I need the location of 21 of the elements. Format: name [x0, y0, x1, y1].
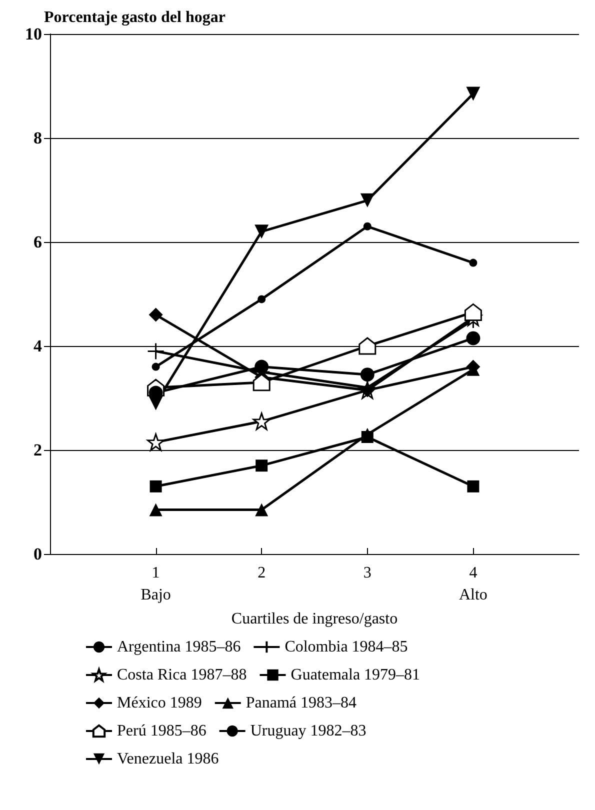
legend-label: Colombia 1984–85	[284, 638, 408, 656]
y-axis-title: Porcentaje gasto del hogar	[44, 9, 226, 26]
x-tick-label: 3	[363, 564, 372, 582]
y-tick-label: 2	[34, 440, 42, 460]
x-tick-label: 2	[258, 564, 266, 582]
y-tick-label: 10	[25, 24, 42, 44]
legend-label: Guatemala 1979–81	[290, 666, 420, 684]
legend-label: Argentina 1985–86	[117, 638, 241, 656]
legend-label: Uruguay 1982–83	[250, 722, 366, 740]
legend-label: Venezuela 1986	[117, 750, 219, 768]
legend-label: México 1989	[117, 694, 202, 712]
legend-label: Panamá 1983–84	[246, 694, 357, 712]
y-tick-label: 4	[34, 336, 42, 356]
legend-label: Perú 1985–86	[117, 722, 206, 740]
x-tick-label: 1 Bajo	[140, 564, 171, 604]
legend-label: Costa Rica 1987–88	[117, 666, 247, 684]
x-tick-label: 4 Alto	[458, 564, 488, 604]
y-tick-label: 8	[34, 128, 42, 148]
x-axis-title: Cuartiles de ingreso/gasto	[231, 610, 398, 628]
y-tick-label: 0	[34, 544, 42, 564]
y-tick-label: 6	[34, 232, 42, 252]
